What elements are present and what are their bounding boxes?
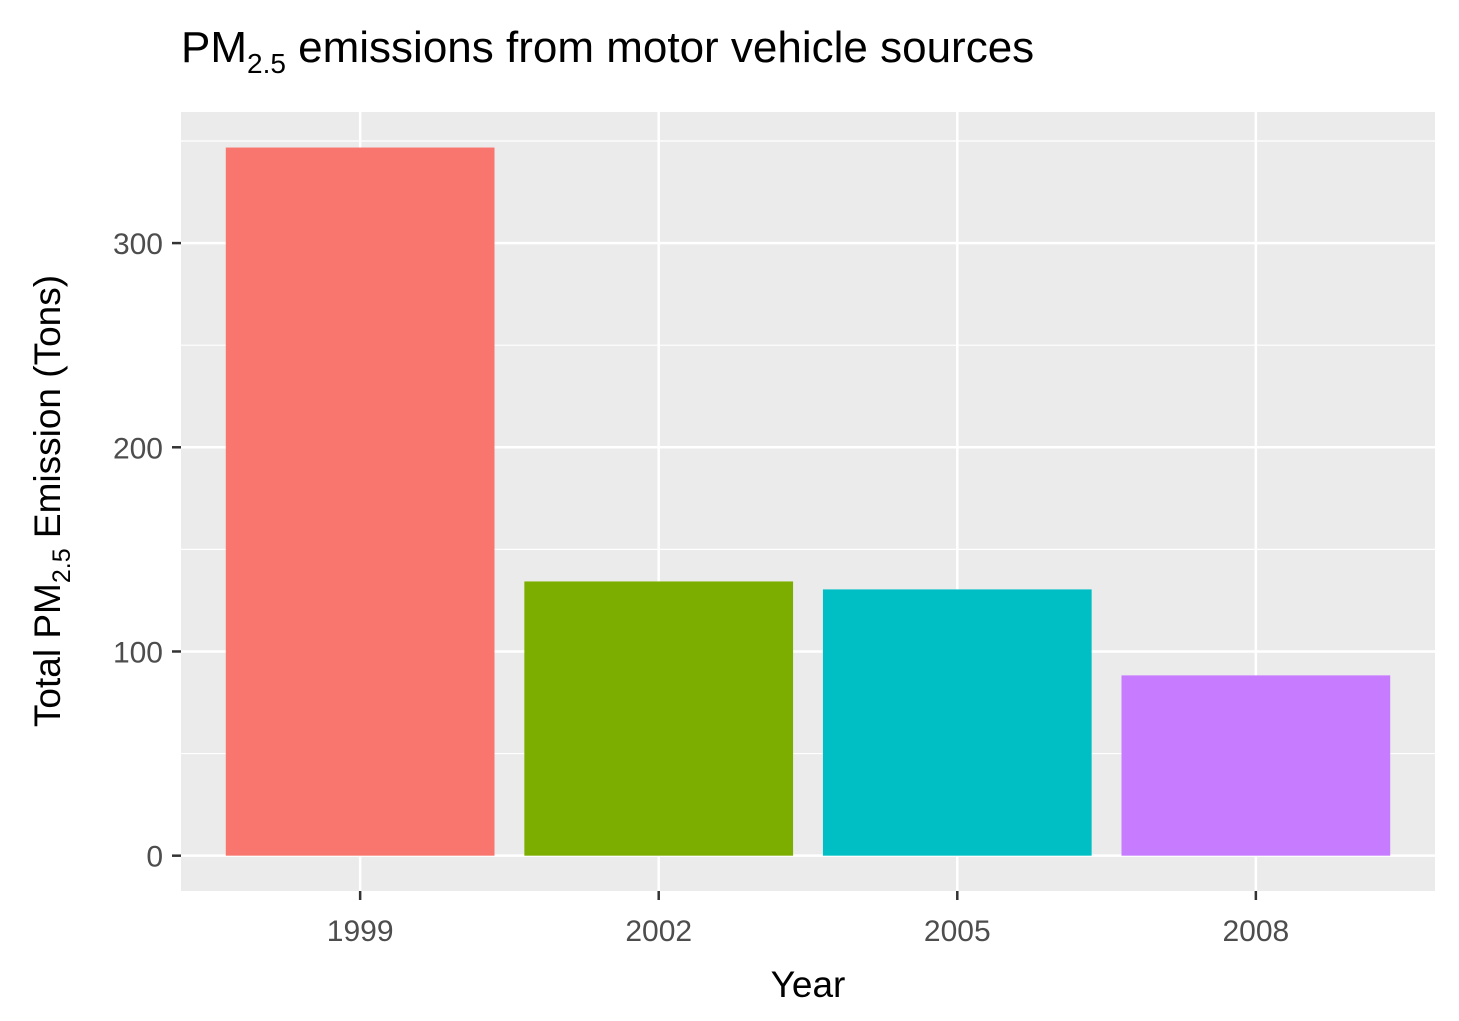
- x-axis-ticks: 1999 2002 2005 2008: [327, 891, 1289, 948]
- bar-2008: [1121, 675, 1391, 856]
- x-tick-label: 2002: [625, 915, 692, 948]
- y-tick-label: 0: [146, 841, 163, 874]
- y-tick-label: 100: [113, 636, 163, 669]
- y-axis-title-main: Total PM: [27, 583, 68, 727]
- y-axis-ticks: 0 100 200 300: [113, 228, 181, 874]
- x-tick-label: 2008: [1222, 915, 1289, 948]
- bars: [225, 147, 1391, 856]
- x-tick-label: 1999: [327, 915, 394, 948]
- y-axis-title: Total PM2.5 Emission (Tons): [27, 275, 76, 727]
- x-tick-label: 2005: [924, 915, 991, 948]
- chart-title-rest: emissions from motor vehicle sources: [286, 23, 1034, 72]
- bar-2005: [822, 589, 1092, 856]
- bar-2002: [524, 581, 794, 856]
- x-axis-title: Year: [771, 964, 846, 1005]
- chart-title-main: PM: [181, 23, 247, 72]
- bar-1999: [225, 147, 495, 856]
- y-tick-label: 300: [113, 228, 163, 261]
- chart-title: PM2.5 emissions from motor vehicle sourc…: [181, 23, 1034, 79]
- y-axis-title-subscript: 2.5: [48, 548, 76, 583]
- y-tick-label: 200: [113, 432, 163, 465]
- chart-title-subscript: 2.5: [247, 48, 286, 79]
- y-axis-title-rest: Emission (Tons): [27, 275, 68, 548]
